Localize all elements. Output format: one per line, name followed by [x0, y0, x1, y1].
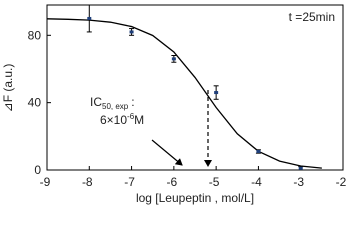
data-point	[298, 166, 303, 170]
plot-frame	[46, 4, 344, 171]
y-tick-label: 40	[28, 96, 42, 110]
conc-annotation: 6×10-6M	[100, 112, 144, 127]
ic50-main: IC	[90, 95, 102, 109]
ic50-sub: 50, exp	[102, 102, 129, 111]
pointer-arrow	[151, 139, 183, 166]
x-axis-label: log [Leupeptin , mol/L]	[136, 191, 254, 205]
conc-unit: M	[134, 113, 144, 127]
x-tick-label: -2	[336, 175, 347, 189]
x-tick-label: -4	[251, 175, 262, 189]
x-tick-label: -7	[124, 175, 135, 189]
y-tick-label: 80	[28, 28, 42, 42]
data-point	[171, 57, 176, 61]
y-tick-label: 0	[34, 163, 41, 177]
data-point	[214, 91, 219, 95]
y-axis-label: ⊿F (a.u.)	[1, 64, 15, 113]
ic50-colon: :	[131, 95, 134, 109]
x-tick-label: -8	[82, 175, 93, 189]
x-tick-label: -9	[40, 175, 51, 189]
ic50-annotation: IC50, exp:	[90, 95, 135, 111]
data-point	[256, 149, 261, 153]
x-tick-label: -5	[209, 175, 220, 189]
data-point	[129, 30, 134, 34]
conc-main: 6×10	[100, 113, 127, 127]
fit-curve	[46, 18, 322, 169]
conc-sup: -6	[127, 112, 135, 121]
x-tick-label: -3	[293, 175, 304, 189]
time-annotation: t =25min	[289, 10, 335, 24]
data-point	[87, 16, 92, 20]
chart: ⊿F (a.u.) log [Leupeptin , mol/L] t =25m…	[1, 4, 347, 205]
x-tick-label: -6	[167, 175, 178, 189]
